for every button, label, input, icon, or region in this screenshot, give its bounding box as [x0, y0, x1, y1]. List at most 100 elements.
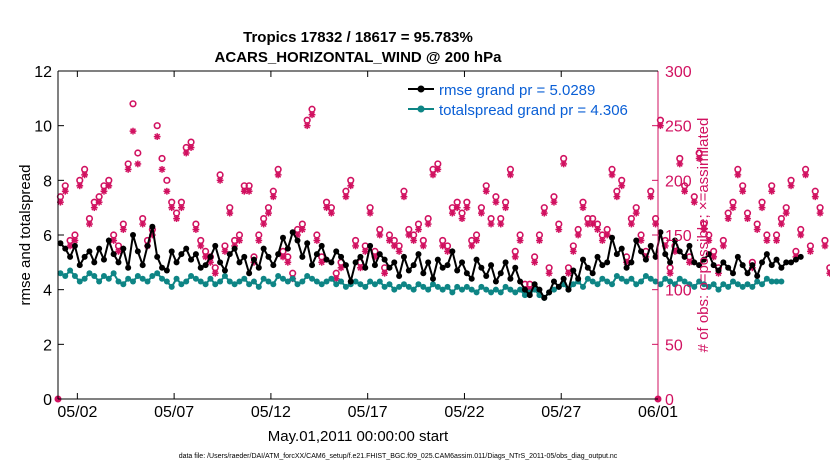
obs-assimilated-point	[236, 237, 243, 244]
rmse-point	[270, 262, 277, 269]
rmse-point	[580, 256, 586, 263]
obs-possible-point	[758, 198, 766, 206]
rmse-point	[226, 251, 233, 258]
obs-assimilated-stroke	[352, 242, 359, 249]
rmse-point	[284, 245, 291, 252]
rmse-point	[700, 256, 707, 263]
y-right-tick-label: 100	[665, 283, 692, 300]
obs-assimilated-stroke	[415, 226, 422, 233]
spread-point	[623, 278, 630, 285]
obs-possible-point	[753, 220, 761, 228]
obs-assimilated-point	[807, 248, 814, 255]
obs-assimilated-point	[129, 127, 137, 135]
obs-assimilated-stroke	[720, 242, 727, 249]
obs-assimilated-point	[376, 231, 384, 239]
rmse-point	[633, 237, 640, 244]
rmse-point	[367, 242, 374, 249]
rmse-point	[575, 275, 582, 282]
obs-assimilated-stroke	[638, 237, 645, 244]
y-right-tick-label: 250	[665, 119, 692, 136]
obs-assimilated-point	[448, 209, 456, 217]
obs-possible-point	[719, 236, 727, 245]
spread-point	[686, 281, 693, 288]
spread-point	[671, 281, 678, 288]
obs-assimilated-stroke	[241, 188, 248, 195]
obs-assimilated-point	[284, 258, 292, 266]
obs-assimilated-point	[308, 111, 316, 119]
obs-possible-point	[676, 154, 684, 163]
y-right-tick-label: 0	[665, 392, 674, 409]
spread-point	[444, 283, 451, 290]
obs-assimilated-point	[458, 215, 466, 222]
rmse-point	[236, 259, 243, 266]
rmse-point	[96, 245, 103, 252]
legend-spread-marker	[417, 105, 425, 113]
rmse-point	[149, 223, 156, 230]
obs-assimilated-point	[802, 171, 809, 179]
spread-point	[197, 278, 204, 285]
spread-point	[304, 273, 311, 279]
obs-assimilated-point	[105, 182, 113, 190]
rmse-point	[67, 253, 74, 260]
spread-point	[139, 275, 146, 282]
rmse-point	[754, 273, 761, 279]
obs-possible-point	[158, 154, 166, 163]
obs-assimilated-stroke	[313, 237, 320, 244]
spread-point	[492, 286, 499, 293]
obs-assimilated-stroke	[812, 193, 819, 200]
obs-assimilated-stroke	[96, 199, 103, 206]
obs-assimilated-stroke	[318, 259, 325, 266]
obs-assimilated-stroke	[420, 242, 427, 249]
rmse-point	[715, 267, 722, 274]
obs-assimilated-stroke	[81, 171, 88, 178]
rmse-point	[275, 251, 282, 258]
spread-point	[188, 273, 195, 279]
spread-point	[618, 275, 625, 282]
rmse-point	[454, 267, 461, 274]
obs-assimilated-stroke	[280, 253, 286, 260]
obs-assimilated-point	[734, 171, 742, 179]
obs-assimilated-point	[797, 231, 805, 239]
spread-point	[517, 286, 524, 293]
rmse-point	[483, 273, 490, 279]
spread-point	[328, 275, 335, 282]
obs-assimilated-point	[100, 187, 108, 195]
obs-assimilated-stroke	[62, 188, 69, 195]
rmse-point	[681, 253, 688, 260]
rmse-point	[396, 273, 403, 279]
spread-point	[396, 283, 403, 290]
spread-point	[502, 283, 509, 290]
obs-possible-point	[739, 182, 747, 190]
spread-point	[459, 286, 466, 293]
rmse-point	[434, 256, 441, 263]
spread-point	[744, 281, 751, 288]
rmse-point	[686, 242, 693, 249]
spread-point	[550, 286, 557, 293]
spread-point	[778, 278, 785, 285]
spread-point	[96, 278, 103, 285]
obs-assimilated-point	[540, 209, 548, 217]
obs-assimilated-stroke	[309, 111, 316, 118]
rmse-point	[531, 281, 538, 288]
rmse-point	[565, 286, 572, 293]
spread-point	[294, 281, 301, 288]
obs-assimilated-stroke	[744, 215, 751, 222]
obs-assimilated-stroke	[594, 226, 601, 233]
obs-assimilated-point	[666, 269, 674, 277]
rmse-point	[304, 240, 311, 247]
rmse-point	[207, 253, 214, 260]
obs-assimilated-point	[405, 231, 413, 239]
obs-assimilated-stroke	[159, 166, 166, 173]
obs-assimilated-point	[221, 248, 229, 255]
spread-point	[715, 286, 722, 293]
obs-assimilated-stroke	[657, 122, 664, 129]
rmse-point	[313, 251, 320, 258]
rmse-point	[154, 253, 161, 260]
obs-assimilated-point	[153, 133, 161, 140]
obs-assimilated-stroke	[502, 204, 509, 211]
obs-assimilated-stroke	[788, 182, 795, 189]
rmse-point	[623, 264, 630, 271]
rmse-point	[362, 264, 369, 271]
obs-assimilated-stroke	[236, 237, 243, 244]
x-axis-label: May.01,2011 00:00:00 start	[268, 428, 449, 445]
